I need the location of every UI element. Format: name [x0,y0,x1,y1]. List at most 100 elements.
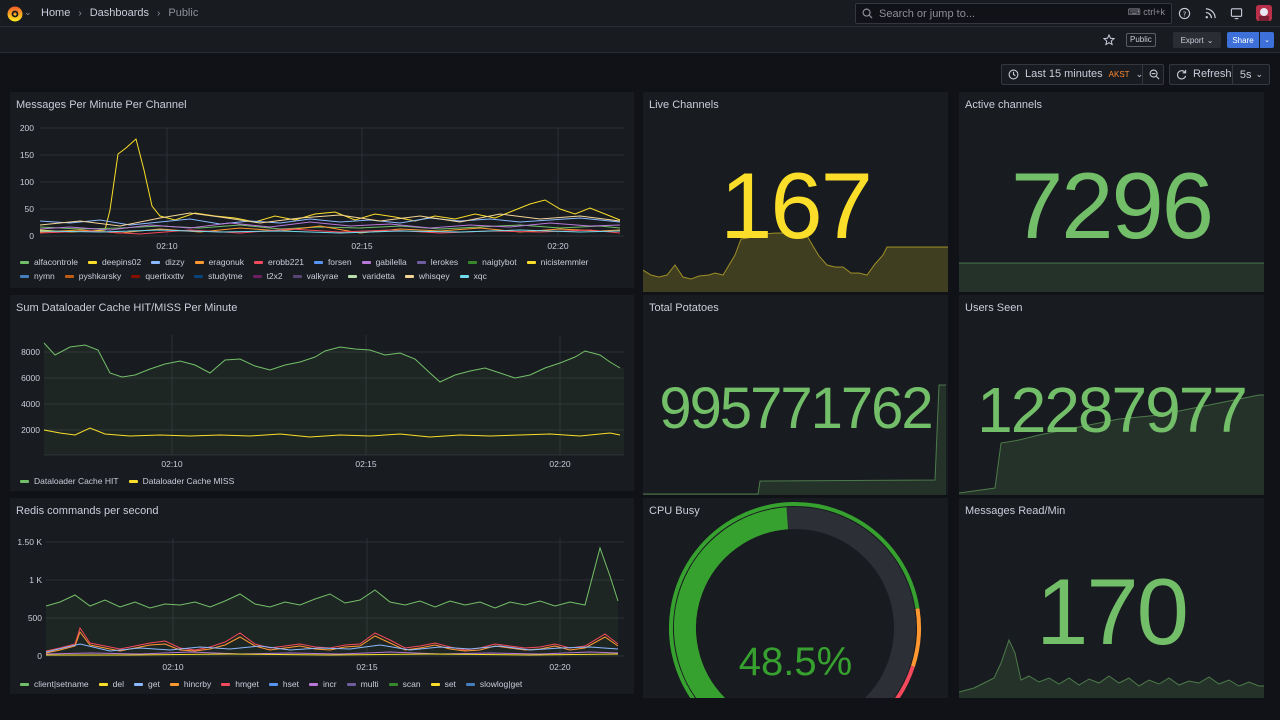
legend-item[interactable]: lerokes [416,257,458,267]
avatar[interactable] [1256,5,1272,21]
legend-item[interactable]: pyshkarsky [64,271,122,281]
series-line [39,212,621,227]
rss-feed-icon[interactable] [1204,7,1217,20]
legend-item[interactable]: naigtybot [468,257,517,267]
legend-swatch [459,274,469,278]
grafana-logo-icon[interactable] [6,5,24,23]
y-axis: 8000 6000 4000 2000 [21,347,40,435]
legend-label: varidetta [362,271,395,281]
legend-item[interactable]: incr [308,679,337,689]
legend-swatch [20,260,29,264]
zoom-out-button[interactable] [1142,65,1165,84]
refresh-picker[interactable]: Refresh 5s ⌄ [1169,64,1270,85]
time-range-picker[interactable]: Last 15 minutes AKST ⌄ [1001,64,1164,85]
legend-item[interactable]: hmget [221,679,259,689]
breadcrumb-dashboards[interactable]: Dashboards [89,7,150,19]
legend-item[interactable]: xqc [459,271,487,281]
legend-item[interactable]: client|setname [20,679,89,689]
legend-item[interactable]: alfacontrole [20,257,78,267]
legend-item[interactable]: quertixxttv [131,271,184,281]
panel-dataloader-cache[interactable]: Sum Dataloader Cache HIT/MISS Per Minute… [10,295,634,491]
legend-item[interactable]: hincrby [169,679,212,689]
legend-item[interactable]: Dataloader Cache HIT [20,476,119,486]
share-dropdown-button[interactable]: ⌄ [1260,32,1274,48]
legend-item[interactable]: deepins02 [87,257,141,267]
legend-item[interactable]: varidetta [348,271,395,281]
legend-label: pyshkarsky [78,271,122,281]
legend-item[interactable]: get [134,679,160,689]
legend-swatch [313,260,323,264]
chevron-down-icon: ⌄ [1264,37,1270,44]
legend-label: incr [322,679,337,689]
svg-text:?: ? [1183,9,1187,18]
legend-swatch [64,274,74,278]
star-icon[interactable] [1103,34,1115,46]
gauge-threshold-red [894,665,915,698]
legend-item[interactable]: Dataloader Cache MISS [128,476,234,486]
legend-item[interactable]: dizzy [151,257,185,267]
messages-chart[interactable]: 200 150 100 50 0 02:10 02:15 02:20 [10,92,634,288]
legend-label: Dataloader Cache HIT [34,476,119,486]
legend-label: get [148,679,160,689]
redis-chart[interactable]: 1.50 K 1 K 500 0 02:10 02:15 02:20 [10,498,634,694]
legend-item[interactable]: hset [268,679,299,689]
legend-item[interactable]: forsen [313,257,352,267]
panel-title: Messages Per Minute Per Channel [16,99,187,111]
refresh-button[interactable]: Refresh [1176,68,1232,80]
legend-item[interactable]: erobb221 [254,257,304,267]
search-input[interactable]: Search or jump to... ⌨ ctrl+k [855,3,1172,24]
series-area [44,343,624,455]
legend-label: erobb221 [268,257,304,267]
legend-label: forsen [327,257,352,267]
legend-item[interactable]: whisqey [404,271,450,281]
dataloader-chart[interactable]: 8000 6000 4000 2000 02:10 02:15 02:20 [10,295,634,491]
legend-item[interactable]: gabilella [361,257,407,267]
panel-users-seen[interactable]: Users Seen 12287977 [959,295,1264,495]
chevron-down-icon: ⌄ [1206,35,1214,45]
legend-swatch [98,682,108,686]
legend-item[interactable]: multi [346,679,379,689]
refresh-icon [1177,69,1187,79]
legend-label: eragonuk [208,257,245,267]
legend-item[interactable]: studytme [194,271,243,281]
legend-label: hincrby [183,679,212,689]
legend-label: client|setname [34,679,89,689]
legend-item[interactable]: slowlog|get [465,679,522,689]
kiosk-mode-icon[interactable] [1230,7,1243,20]
legend-item[interactable]: eragonuk [194,257,245,267]
legend-swatch [292,274,302,278]
legend-swatch [416,260,426,264]
legend-swatch [20,479,29,483]
chevron-down-icon[interactable]: ⌄ [24,7,32,17]
x-tick-label: 02:10 [162,662,184,672]
x-tick-label: 02:10 [156,241,178,251]
legend-item[interactable]: set [430,679,456,689]
y-tick-label: 150 [20,150,34,160]
panel-cpu-busy[interactable]: CPU Busy 48.5% [643,498,948,698]
legend-item[interactable]: nymn [20,271,55,281]
legend-label: hmget [235,679,259,689]
breadcrumb-home[interactable]: Home [41,7,71,19]
legend-swatch [221,682,231,686]
help-icon[interactable]: ? [1178,7,1191,20]
panel-active-channels[interactable]: Active channels 7296 [959,92,1264,292]
share-button[interactable]: Share [1227,32,1259,48]
panel-live-channels[interactable]: Live Channels 167 [643,92,948,292]
legend-item[interactable]: scan [388,679,421,689]
panel-total-potatoes[interactable]: Total Potatoes 995771762 [643,295,948,495]
legend-item[interactable]: valkyrae [292,271,338,281]
refresh-interval-select[interactable]: 5s ⌄ [1232,65,1270,84]
panel-messages-read[interactable]: Messages Read/Min 170 [959,498,1264,698]
sparkline [959,262,1264,292]
legend-item[interactable]: nicistemmler [526,257,588,267]
legend-label: gabilella [375,257,407,267]
sparkline [959,394,1264,495]
panel-redis-commands[interactable]: Redis commands per second 1.50 K 1 K 500… [10,498,634,694]
legend-item[interactable]: del [98,679,124,689]
legend-swatch [169,682,179,686]
legend-item[interactable]: t2x2 [252,271,283,281]
series-line [45,651,619,655]
export-button[interactable]: Export ⌄ [1173,32,1221,48]
panel-messages-per-minute[interactable]: Messages Per Minute Per Channel 200 150 … [10,92,634,288]
legend-label: whisqey [418,271,450,281]
